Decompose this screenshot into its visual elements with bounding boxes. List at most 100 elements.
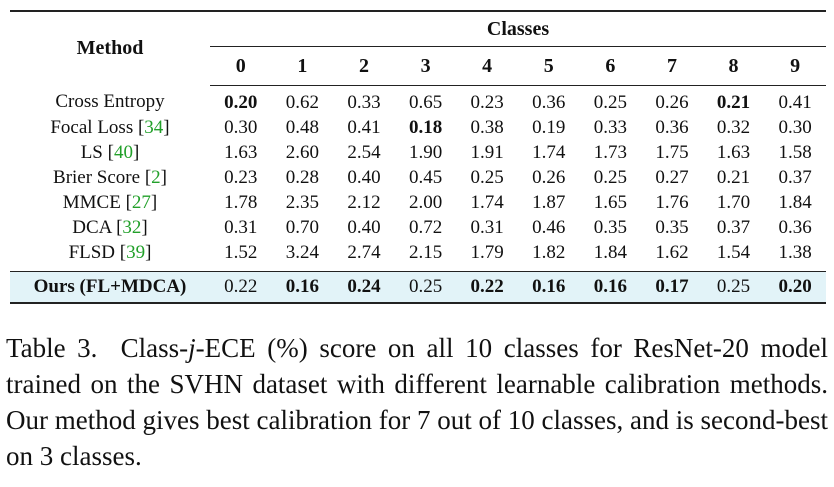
value-cell: 1.78 [224, 191, 258, 213]
value-cell: 0.35 [593, 216, 627, 238]
method-label: FLSD [68, 241, 116, 263]
value-cell: 1.82 [532, 241, 566, 263]
value-cell: 2.12 [347, 191, 381, 213]
table-row: Brier Score [2] 0.23 0.28 0.40 0.45 0.25 0.26 0… [10, 165, 826, 190]
method-name: MMCE [27] [62, 191, 158, 213]
value-cell: 0.25 [470, 166, 504, 188]
value-cell: 0.31 [224, 216, 258, 238]
method-name: Focal Loss [34] [50, 116, 170, 138]
citation-link[interactable]: 34 [144, 116, 164, 138]
method-label: LS [80, 141, 103, 163]
value-cell: 0.32 [716, 116, 751, 138]
value-cell: 0.40 [347, 166, 381, 188]
value-cell: 0.37 [778, 166, 812, 188]
method-label: Focal Loss [50, 116, 134, 138]
value-cell: 0.25 [702, 271, 765, 304]
value-cell: 0.48 [285, 116, 320, 138]
citation-link[interactable]: 39 [126, 241, 146, 263]
ours-row: Ours (FL+MDCA) 0.22 0.16 0.24 0.25 0.22 0.16 0.… [10, 271, 826, 304]
caption-text-a: Class- [120, 333, 189, 363]
class-label-7: 7 [641, 46, 703, 86]
value-cell: 0.22 [210, 271, 272, 304]
value-cell: 2.00 [408, 191, 443, 213]
value-cell: 1.87 [532, 191, 566, 213]
value-cell: 1.76 [655, 191, 689, 213]
value-cell: 1.73 [593, 141, 627, 163]
class-label-5: 5 [517, 46, 580, 86]
value-cell: 0.35 [655, 216, 689, 238]
value-cell: 0.45 [408, 166, 443, 188]
value-cell: 1.79 [470, 241, 504, 263]
citation-link[interactable]: 2 [151, 166, 161, 188]
value-cell: 2.60 [285, 141, 320, 163]
caption-text-b: -ECE (%) score on all 10 classes for Res… [6, 333, 828, 471]
value-cell: 0.21 [716, 91, 751, 113]
value-cell: 0.62 [285, 91, 320, 113]
value-cell: 0.20 [224, 91, 258, 113]
method-name: FLSD [39] [68, 241, 152, 263]
value-cell: 0.36 [532, 91, 566, 113]
caption-variable: j [188, 333, 196, 363]
value-cell: 2.35 [285, 191, 320, 213]
value-cell: 1.90 [408, 141, 443, 163]
value-cell: 0.25 [394, 271, 457, 304]
caption-label: Table 3. [6, 333, 98, 363]
value-cell: 0.46 [532, 216, 566, 238]
value-cell: 2.74 [347, 241, 381, 263]
value-cell: 1.63 [716, 141, 751, 163]
value-cell: 0.23 [224, 166, 258, 188]
value-cell: 3.24 [285, 241, 320, 263]
table-body: Cross Entropy 0.20 0.62 0.33 0.65 0.23 0.36 0.2… [10, 86, 826, 304]
citation-link[interactable]: 40 [113, 141, 133, 163]
value-cell: 1.70 [716, 191, 751, 213]
value-cell: 0.36 [778, 216, 812, 238]
value-cell: 0.27 [655, 166, 689, 188]
table-row: Focal Loss [34] 0.30 0.48 0.41 0.18 0.38 0.19 0… [10, 115, 826, 140]
value-cell: 0.41 [347, 116, 381, 138]
method-label: DCA [72, 216, 112, 238]
class-label-3: 3 [394, 46, 457, 86]
method-label: MMCE [62, 191, 121, 213]
value-cell: 0.65 [408, 91, 443, 113]
value-cell: 1.63 [224, 141, 258, 163]
value-cell: 0.22 [456, 271, 518, 304]
value-cell: 0.19 [532, 116, 566, 138]
value-cell: 1.54 [716, 241, 751, 263]
value-cell: 0.21 [716, 166, 751, 188]
value-cell: 1.38 [778, 241, 812, 263]
value-cell: 0.26 [532, 166, 566, 188]
class-label-8: 8 [702, 46, 765, 86]
method-name: Ours (FL+MDCA) [10, 271, 210, 304]
class-label-2: 2 [333, 46, 395, 86]
value-cell: 1.74 [532, 141, 566, 163]
citation-link[interactable]: 27 [131, 191, 151, 213]
method-name: DCA [32] [72, 216, 148, 238]
value-cell: 0.17 [641, 271, 703, 304]
value-cell: 0.16 [271, 271, 334, 304]
value-cell: 0.33 [347, 91, 381, 113]
table-row: Cross Entropy 0.20 0.62 0.33 0.65 0.23 0.36 0.2… [10, 86, 826, 116]
value-cell: 0.31 [470, 216, 504, 238]
table-row: FLSD [39] 1.52 3.24 2.74 2.15 1.79 1.82 1.84 1.6… [10, 240, 826, 265]
value-cell: 2.15 [408, 241, 443, 263]
value-cell: 0.25 [593, 166, 627, 188]
value-cell: 1.74 [470, 191, 504, 213]
method-name: Brier Score [2] [53, 166, 167, 188]
value-cell: 1.52 [224, 241, 258, 263]
value-cell: 1.75 [655, 141, 689, 163]
value-cell: 0.41 [778, 91, 812, 113]
method-label: Cross Entropy [55, 91, 165, 113]
classes-header: Classes [210, 10, 826, 47]
value-cell: 0.23 [470, 91, 504, 113]
header-row-top: Method Classes [10, 10, 826, 86]
citation-link[interactable]: 32 [122, 216, 142, 238]
value-cell: 0.70 [285, 216, 320, 238]
value-cell: 0.33 [593, 116, 627, 138]
value-cell: 0.40 [347, 216, 381, 238]
table-row: MMCE [27] 1.78 2.35 2.12 2.00 1.74 1.87 1.65 1.7… [10, 190, 826, 215]
value-cell: 0.20 [764, 271, 826, 304]
value-cell: 0.37 [716, 216, 751, 238]
value-cell: 0.36 [655, 116, 689, 138]
method-header: Method [10, 10, 210, 86]
